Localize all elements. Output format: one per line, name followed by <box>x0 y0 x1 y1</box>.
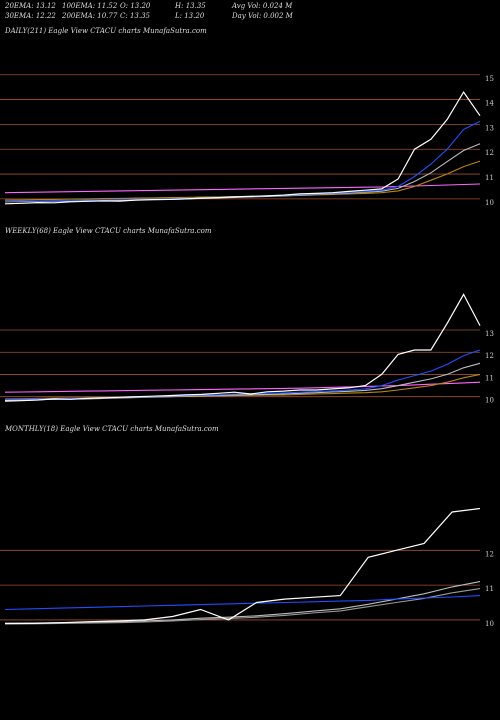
price-line <box>4 595 481 611</box>
header-stat: C: 13.35 <box>120 12 151 20</box>
y-tick-label: 12 <box>485 550 494 558</box>
y-tick-label: 12 <box>485 149 494 157</box>
y-tick-label: 11 <box>485 174 494 182</box>
header-stat: 20EMA: 13.12 <box>4 2 56 10</box>
header-stat: Avg Vol: 0.024 M <box>231 2 293 10</box>
header-stat: 100EMA: 11.52 <box>62 2 118 10</box>
y-tick-label: 15 <box>485 75 494 83</box>
header-stat: L: 13.20 <box>174 12 205 20</box>
header-stat: H: 13.35 <box>174 2 206 10</box>
y-tick-label: 10 <box>485 199 494 207</box>
header-stat: 200EMA: 10.77 <box>61 12 118 20</box>
y-tick-label: 11 <box>485 585 494 593</box>
panel-title: MONTHLY(18) Eagle View CTACU charts Muna… <box>4 425 219 433</box>
price-line <box>4 588 481 625</box>
y-tick-label: 14 <box>485 100 494 108</box>
header-stat: Day Vol: 0.002 M <box>231 12 294 20</box>
y-tick-label: 13 <box>485 330 494 338</box>
y-tick-label: 12 <box>485 352 494 360</box>
panel-title: WEEKLY(68) Eagle View CTACU charts Munaf… <box>5 227 212 235</box>
price-line <box>4 293 481 402</box>
price-line <box>5 507 481 625</box>
header-stat: 30EMA: 12.22 <box>5 12 56 20</box>
price-line <box>4 90 481 205</box>
price-line <box>4 183 481 194</box>
y-tick-label: 10 <box>485 620 494 628</box>
y-tick-label: 11 <box>485 374 494 382</box>
y-tick-label: 10 <box>485 397 494 405</box>
y-tick-label: 13 <box>485 124 494 132</box>
header-stat: O: 13.20 <box>120 2 151 10</box>
panel-title: DAILY(211) Eagle View CTACU charts Munaf… <box>4 27 207 35</box>
